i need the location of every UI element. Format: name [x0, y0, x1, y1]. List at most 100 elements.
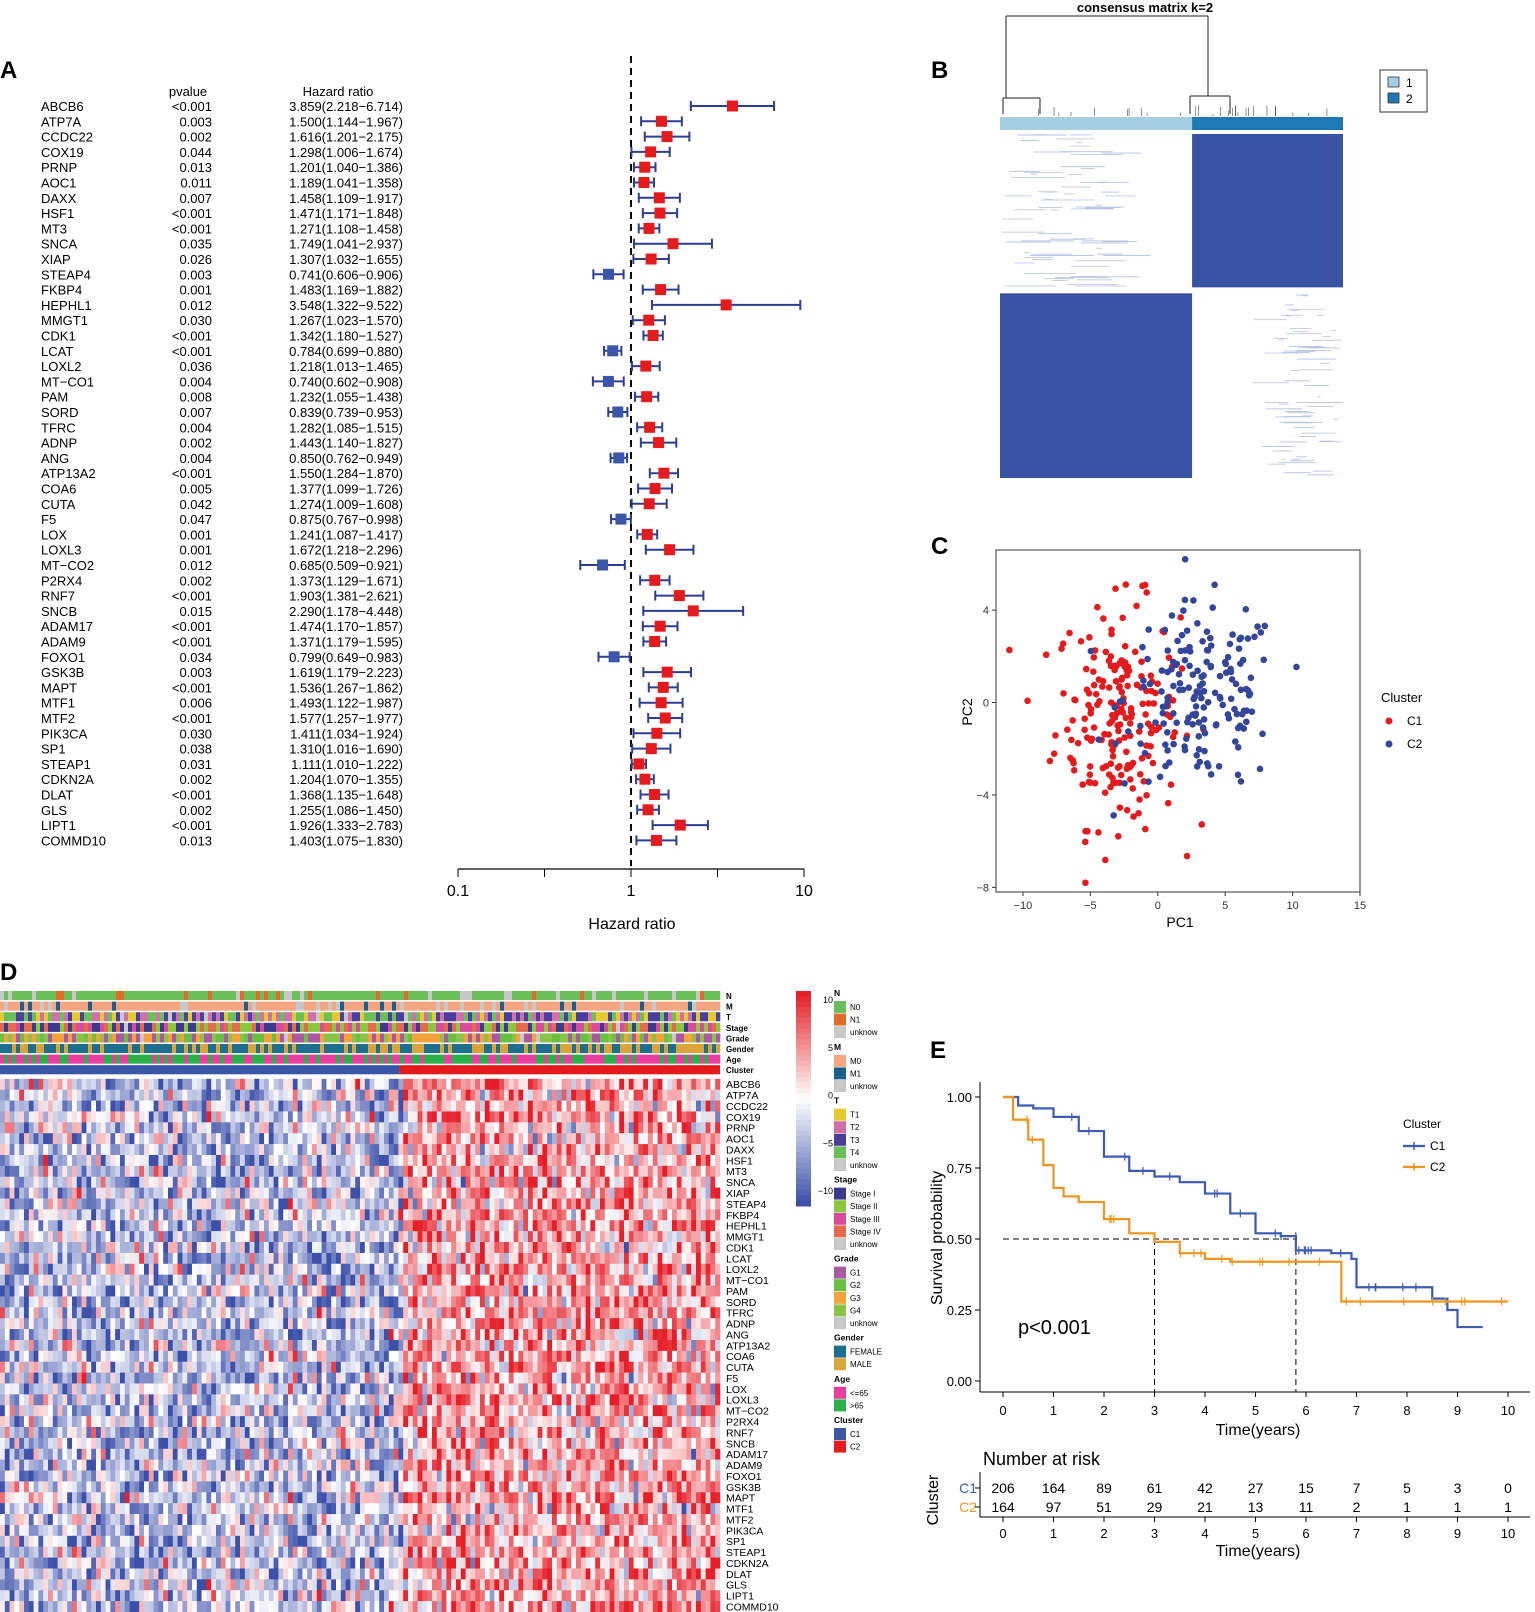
heat-cell — [307, 1122, 313, 1134]
heat-cell — [211, 1198, 217, 1210]
heat-cell — [96, 1078, 102, 1090]
heat-cell — [580, 1198, 586, 1210]
heat-cell — [595, 1100, 601, 1112]
annotation-cell — [416, 1022, 421, 1032]
heat-cell — [417, 1100, 423, 1112]
heat-cell — [9, 1242, 15, 1254]
heat-cell — [480, 1209, 486, 1221]
heat-cell — [307, 1176, 313, 1188]
heat-cell — [52, 1187, 58, 1199]
annotation-cell — [544, 991, 549, 1001]
heat-cell — [163, 1133, 169, 1145]
heat-cell — [494, 1198, 500, 1210]
heat-cell — [139, 1078, 145, 1090]
annotation-cell — [276, 991, 281, 1001]
annotation-cell — [488, 1001, 493, 1011]
heat-cell — [552, 1154, 558, 1167]
hr-label: 1.471(1.171−1.848) — [289, 206, 403, 221]
annotation-cell — [392, 1054, 397, 1064]
annotation-track-label: Age — [726, 1056, 742, 1065]
annotation-cell — [232, 1012, 237, 1022]
annotation-cell — [232, 1022, 237, 1032]
annotation-cell — [264, 1054, 269, 1064]
heat-cell — [494, 1078, 500, 1090]
annotation-cell — [428, 1022, 433, 1032]
heat-cell — [254, 1165, 260, 1178]
heat-cell — [393, 1078, 399, 1090]
heat-cell — [148, 1144, 154, 1156]
heat-cell — [259, 1209, 265, 1221]
annotation-cell — [280, 1001, 285, 1011]
heat-cell — [595, 1165, 601, 1178]
heat-cell — [374, 1209, 380, 1221]
heat-cell — [662, 1252, 668, 1265]
annotation-cell — [92, 1044, 97, 1054]
heat-cell — [652, 1089, 658, 1101]
heat-cell — [105, 1252, 111, 1265]
annotation-cell — [220, 1012, 225, 1022]
pca-point-c2 — [1236, 660, 1244, 667]
heat-cell — [216, 1252, 222, 1265]
heat-cell — [206, 1154, 212, 1167]
heat-cell — [19, 1242, 25, 1254]
heat-cell — [259, 1220, 265, 1232]
heat-cell — [508, 1198, 514, 1210]
heat-cell — [624, 1154, 630, 1167]
heat-cell — [259, 1274, 265, 1286]
heat-cell — [220, 1263, 226, 1275]
heat-cell — [28, 1133, 34, 1145]
heat-cell — [302, 1144, 308, 1156]
gene-label: ATP13A2 — [41, 466, 96, 481]
heat-cell — [192, 1274, 198, 1286]
heat-cell — [547, 1242, 553, 1254]
annotation-cell — [332, 1001, 337, 1011]
annotation-cell — [228, 1054, 233, 1064]
heat-cell — [129, 1274, 135, 1286]
heat-cell — [456, 1176, 462, 1188]
heat-cell — [643, 1122, 649, 1134]
heat-cell — [196, 1242, 202, 1254]
annotation-cell — [124, 1022, 129, 1032]
heat-cell — [144, 1198, 150, 1210]
heat-cell — [619, 1089, 625, 1101]
heat-cell — [110, 1231, 116, 1243]
heat-cell — [388, 1209, 394, 1221]
heat-cell — [652, 1209, 658, 1221]
heat-cell — [201, 1133, 207, 1145]
annotation-cell — [116, 1044, 121, 1054]
heat-cell — [691, 1252, 697, 1265]
heat-cell — [96, 1176, 102, 1188]
heat-cell — [451, 1220, 457, 1232]
pca-point-c1 — [1090, 668, 1097, 675]
annotation-cell — [664, 1033, 669, 1043]
annotation-track-label: Grade — [726, 1034, 750, 1043]
heat-cell — [600, 1154, 606, 1167]
heat-cell — [595, 1154, 601, 1167]
heat-cell — [33, 1154, 39, 1167]
heat-cell — [614, 1252, 620, 1265]
annotation-cell — [208, 991, 213, 1001]
annotation-cell — [500, 991, 505, 1001]
heat-cell — [355, 1198, 361, 1210]
heat-cell — [604, 1198, 610, 1210]
heat-cell — [321, 1231, 327, 1243]
pca-point-c1 — [1094, 701, 1101, 709]
pca-point-c1 — [1086, 763, 1094, 770]
annotation-cell — [408, 1001, 413, 1011]
annotation-cell — [192, 1001, 197, 1011]
annotation-cell — [568, 1022, 573, 1032]
heat-cell — [158, 1209, 164, 1221]
annotation-cell — [316, 1022, 321, 1032]
heat-cell — [374, 1263, 380, 1275]
heat-cell — [614, 1209, 620, 1221]
heat-cell — [268, 1198, 274, 1210]
heat-cell — [532, 1078, 538, 1090]
heat-cell — [326, 1111, 332, 1123]
annotation-cell — [456, 1044, 461, 1054]
heat-cell — [451, 1154, 457, 1167]
annotation-cell — [20, 991, 25, 1001]
heat-cell — [153, 1176, 159, 1188]
pca-point-c2 — [1200, 672, 1207, 679]
annotation-cell — [368, 1022, 373, 1032]
pca-point-c1 — [1198, 821, 1206, 828]
